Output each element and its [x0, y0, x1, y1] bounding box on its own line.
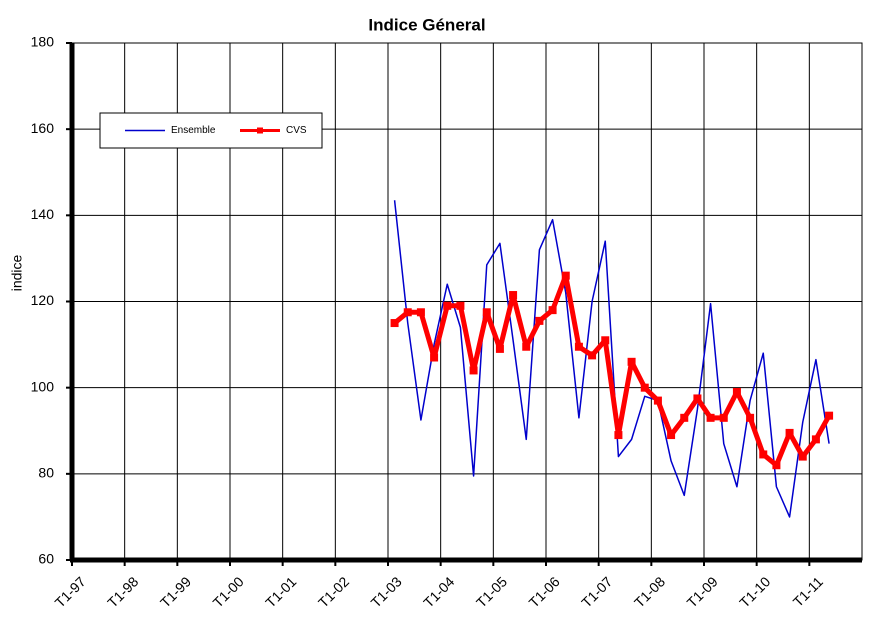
series-marker: [719, 413, 728, 422]
series-marker: [574, 342, 583, 351]
series-marker: [456, 301, 465, 310]
series-marker: [798, 452, 807, 461]
series-marker: [522, 342, 531, 351]
series-line: [393, 200, 830, 518]
y-tick-label: 140: [31, 206, 55, 222]
series-marker: [482, 308, 491, 317]
series-marker: [732, 387, 741, 396]
series-marker: [509, 291, 518, 300]
y-tick-label: 180: [31, 34, 55, 50]
series-marker: [772, 461, 781, 470]
y-tick-label: 100: [31, 378, 55, 394]
series-marker: [640, 383, 649, 392]
chart-title: Indice Géneral: [368, 15, 485, 34]
series-marker: [653, 396, 662, 405]
series-marker: [667, 431, 676, 440]
y-tick-label: 80: [38, 465, 54, 481]
series-marker: [746, 413, 755, 422]
series-marker: [811, 435, 820, 444]
legend-label: Ensemble: [171, 125, 216, 136]
series-marker: [759, 450, 768, 459]
series-marker: [403, 308, 412, 317]
legend-box: [99, 112, 323, 149]
series-marker: [680, 413, 689, 422]
series-marker: [785, 428, 794, 437]
series-marker: [706, 413, 715, 422]
series-marker: [588, 351, 597, 360]
series-marker: [416, 308, 425, 317]
series-marker: [825, 411, 834, 420]
series-marker: [430, 353, 439, 362]
series-line: [393, 273, 832, 468]
y-tick-label: 60: [38, 551, 54, 567]
y-tick-label: 160: [31, 120, 55, 136]
legend-label: CVS: [286, 125, 307, 136]
series-marker: [601, 336, 610, 345]
y-tick-label: 120: [31, 292, 55, 308]
series-marker: [390, 319, 399, 328]
series-marker: [561, 271, 570, 280]
series-marker: [693, 394, 702, 403]
series-marker: [443, 301, 452, 310]
series-marker: [627, 357, 636, 366]
series-marker: [495, 344, 504, 353]
series-marker: [614, 431, 623, 440]
series-marker: [469, 366, 478, 375]
series-marker: [535, 316, 544, 325]
y-axis-label: indice: [9, 255, 25, 292]
series-marker: [548, 306, 557, 315]
legend-marker: [257, 127, 263, 134]
